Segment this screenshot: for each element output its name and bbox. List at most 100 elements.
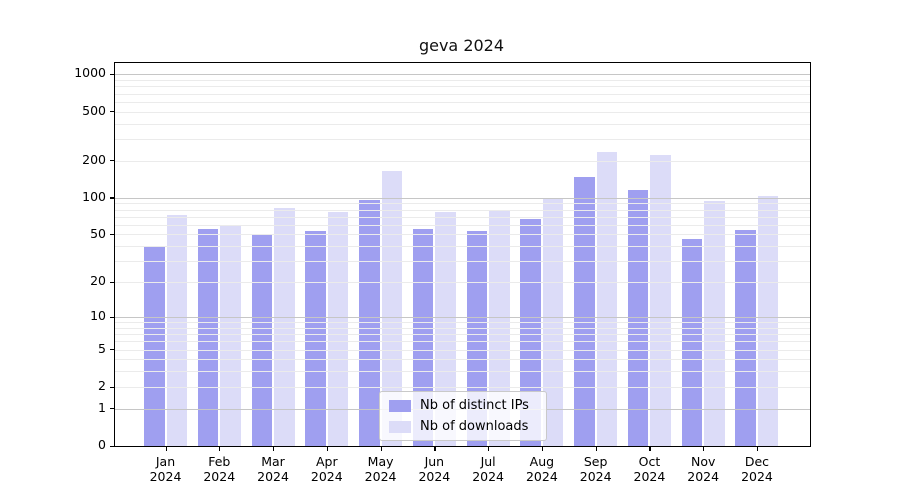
x-tick-jun <box>434 446 436 451</box>
chart-title: geva 2024 <box>418 36 505 55</box>
y-tick-2 <box>109 386 115 388</box>
bar-nb-of-distinct-ips-dec <box>735 230 756 446</box>
x-tick-aug <box>541 446 544 451</box>
x-label-year: 2024 <box>525 469 558 484</box>
x-tick-jan <box>165 446 167 451</box>
bar-nb-of-distinct-ips-sep <box>574 177 595 446</box>
gridline-minor-300 <box>115 138 810 140</box>
x-tick-label-jun: Jun 2024 <box>402 454 466 484</box>
x-label-month: Jun <box>424 454 445 469</box>
x-tick-label-feb: Feb 2024 <box>187 454 251 484</box>
x-tick-label-dec: Dec 2024 <box>725 454 789 484</box>
plot-area <box>114 62 811 447</box>
bar-nb-of-downloads-jan <box>166 215 187 446</box>
legend: Nb of distinct IPs Nb of downloads <box>379 391 547 441</box>
gridline-minor-900 <box>115 80 810 81</box>
x-label-month: Oct <box>638 454 661 469</box>
bar-nb-of-distinct-ips-nov <box>681 238 703 446</box>
y-tick-label-10: 10 <box>90 308 106 324</box>
y-tick-10 <box>109 316 115 318</box>
bar-nb-of-downloads-feb <box>220 224 241 446</box>
x-tick-sep <box>595 446 597 451</box>
y-tick-label-20: 20 <box>90 273 106 289</box>
legend-swatch-nb-of-downloads <box>389 420 411 433</box>
x-tick-label-may: May 2024 <box>349 454 413 484</box>
gridline-minor-800 <box>115 86 810 88</box>
x-tick-mar <box>273 446 275 451</box>
gridline-major-1000 <box>115 74 810 76</box>
y-tick-100 <box>109 197 115 199</box>
bar-nb-of-downloads-nov <box>704 201 725 446</box>
x-label-year: 2024 <box>149 469 182 484</box>
x-tick-label-sep: Sep 2024 <box>564 454 628 484</box>
y-tick-50 <box>109 234 115 236</box>
gridline-major-100 <box>115 197 810 199</box>
gridline-minor-200 <box>115 160 810 162</box>
x-label-year: 2024 <box>364 469 397 484</box>
legend-label-nb-of-distinct-ips: Nb of distinct IPs <box>420 398 529 413</box>
bar-nb-of-distinct-ips-apr <box>305 231 326 446</box>
x-tick-label-nov: Nov 2024 <box>671 454 735 484</box>
bar-nb-of-distinct-ips-may <box>359 200 380 446</box>
y-tick-label-50: 50 <box>90 225 106 241</box>
y-tick-1000 <box>109 73 115 76</box>
legend-swatch-nb-of-distinct-ips <box>389 399 411 412</box>
bar-nb-of-distinct-ips-feb <box>197 228 219 446</box>
x-tick-apr <box>326 446 328 451</box>
y-tick-200 <box>109 160 115 162</box>
x-label-month: Nov <box>690 454 716 469</box>
legend-label-nb-of-downloads: Nb of downloads <box>420 419 529 434</box>
y-tick-label-100: 100 <box>82 188 106 204</box>
x-tick-label-mar: Mar 2024 <box>241 454 305 484</box>
y-tick-1 <box>109 408 115 410</box>
y-tick-label-500: 500 <box>82 102 106 118</box>
gridline-minor-700 <box>115 93 810 95</box>
x-label-month: May <box>367 454 394 469</box>
x-label-month: Mar <box>261 454 285 469</box>
x-tick-label-apr: Apr 2024 <box>295 454 359 484</box>
x-label-year: 2024 <box>741 469 773 484</box>
y-tick-500 <box>109 111 115 113</box>
bar-nb-of-downloads-oct <box>650 154 671 446</box>
bar-nb-of-distinct-ips-mar <box>251 234 273 446</box>
gridline-minor-600 <box>115 101 810 103</box>
x-label-month: Jul <box>480 454 496 469</box>
y-tick-5 <box>109 349 115 351</box>
x-label-year: 2024 <box>687 469 720 484</box>
x-label-month: Jan <box>155 454 176 469</box>
y-tick-0 <box>109 445 115 447</box>
bar-nb-of-downloads-dec <box>757 195 779 446</box>
x-tick-dec <box>756 446 759 451</box>
bar-nb-of-distinct-ips-oct <box>627 190 649 446</box>
x-label-year: 2024 <box>472 469 505 484</box>
x-label-month: Dec <box>744 454 770 469</box>
x-tick-label-oct: Oct 2024 <box>617 454 681 484</box>
x-tick-jul <box>488 446 490 451</box>
x-label-year: 2024 <box>203 469 236 484</box>
x-label-year: 2024 <box>633 469 666 484</box>
bar-nb-of-downloads-apr <box>327 212 349 446</box>
x-tick-oct <box>649 446 651 451</box>
y-tick-label-0: 0 <box>98 437 106 453</box>
x-label-month: Apr <box>315 454 338 469</box>
bar-nb-of-downloads-sep <box>596 151 618 446</box>
x-label-year: 2024 <box>257 469 289 484</box>
bar-nb-of-distinct-ips-aug <box>520 219 541 446</box>
x-tick-feb <box>219 446 221 451</box>
bar-nb-of-downloads-may <box>381 171 403 446</box>
y-tick-20 <box>109 281 115 283</box>
bar-nb-of-distinct-ips-jan <box>144 246 165 446</box>
legend-item-nb-of-distinct-ips: Nb of distinct IPs <box>380 397 546 414</box>
x-tick-nov <box>703 446 705 451</box>
y-tick-label-1: 1 <box>98 399 106 415</box>
x-label-month: Sep <box>583 454 608 469</box>
x-label-year: 2024 <box>579 469 612 484</box>
y-tick-label-1000: 1000 <box>74 65 106 81</box>
x-tick-label-jan: Jan 2024 <box>134 454 198 484</box>
legend-item-nb-of-downloads: Nb of downloads <box>380 418 546 435</box>
gridline-minor-500 <box>115 111 810 113</box>
y-tick-label-200: 200 <box>82 151 106 167</box>
x-tick-label-jul: Jul 2024 <box>456 454 520 484</box>
y-tick-label-2: 2 <box>98 378 106 393</box>
